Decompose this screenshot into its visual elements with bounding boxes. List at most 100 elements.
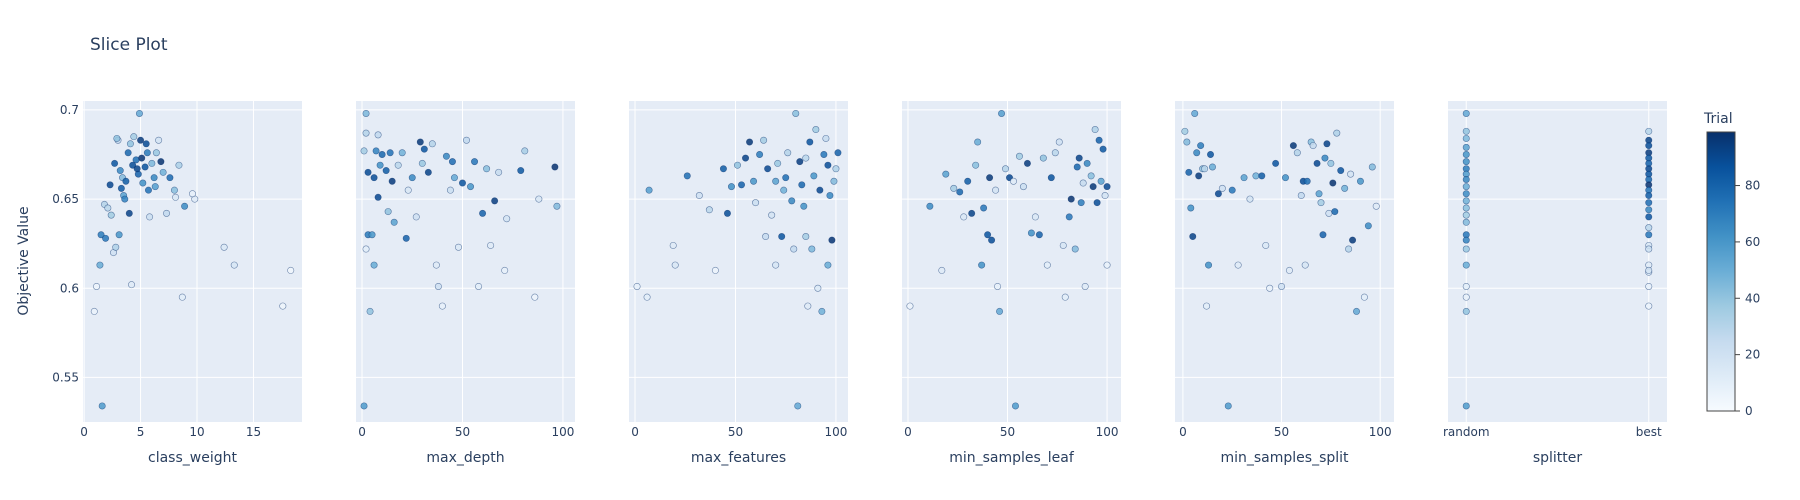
- data-point: [1462, 293, 1470, 301]
- x-tick-label: 100: [1369, 425, 1392, 439]
- data-point: [1321, 154, 1329, 162]
- x-tick-label: 100: [551, 425, 574, 439]
- data-point: [135, 109, 143, 117]
- data-point: [1349, 236, 1357, 244]
- data-point: [1191, 109, 1199, 117]
- y-axis-title: Objective Value: [16, 206, 32, 315]
- data-point: [372, 147, 380, 155]
- data-point: [1462, 218, 1470, 226]
- x-tick-label: 0: [904, 425, 912, 439]
- data-point: [139, 179, 147, 187]
- data-point: [189, 190, 197, 198]
- data-point: [138, 154, 146, 162]
- data-point: [788, 197, 796, 205]
- data-point: [1093, 199, 1101, 207]
- data-point: [802, 233, 810, 241]
- data-point: [1337, 167, 1345, 175]
- data-point: [1278, 282, 1286, 290]
- data-point: [279, 302, 287, 310]
- data-point: [738, 181, 746, 189]
- data-point: [1462, 190, 1470, 198]
- points-group: [90, 109, 295, 410]
- data-point: [1055, 138, 1063, 146]
- data-point: [125, 209, 133, 217]
- data-point: [362, 129, 370, 137]
- data-point: [148, 159, 156, 167]
- data-point: [671, 261, 679, 269]
- data-point: [1645, 142, 1653, 150]
- data-point: [964, 177, 972, 185]
- data-point: [1297, 192, 1305, 200]
- data-point: [1645, 206, 1653, 214]
- data-point: [111, 159, 119, 167]
- data-point: [926, 202, 934, 210]
- data-point: [1181, 127, 1189, 135]
- data-point: [695, 192, 703, 200]
- data-point: [130, 133, 138, 141]
- data-point: [166, 174, 174, 182]
- data-point: [1087, 172, 1095, 180]
- data-point: [1197, 142, 1205, 150]
- data-point: [370, 261, 378, 269]
- colorbar-title: Trial: [1703, 111, 1733, 127]
- data-point: [1325, 209, 1333, 217]
- data-point: [418, 159, 426, 167]
- data-point: [152, 149, 160, 157]
- data-point: [1083, 159, 1091, 167]
- x-tick-label: 5: [137, 425, 145, 439]
- panel-group: 0.55 0.6 0.65 0.7 0 5 10 15 class_weight 0 50 100 ma…: [52, 101, 1667, 466]
- data-point: [402, 234, 410, 242]
- data-point: [1462, 151, 1470, 159]
- data-point: [364, 168, 372, 176]
- data-point: [133, 165, 141, 173]
- data-point: [517, 167, 525, 175]
- data-point: [782, 174, 790, 182]
- data-point: [1289, 142, 1297, 150]
- data-point: [104, 204, 112, 212]
- data-point: [832, 165, 840, 173]
- colorbar-tick-label: 0: [1745, 404, 1753, 418]
- data-point: [1281, 174, 1289, 182]
- data-point: [1645, 231, 1653, 239]
- data-point: [974, 138, 982, 146]
- data-point: [1462, 143, 1470, 151]
- points-group: [1181, 109, 1380, 410]
- data-point: [495, 168, 503, 176]
- data-point: [1009, 177, 1017, 185]
- data-point: [93, 282, 101, 290]
- data-point: [756, 151, 764, 159]
- data-point: [1309, 142, 1317, 150]
- data-point: [1368, 163, 1376, 171]
- x-tick-label: 50: [455, 425, 470, 439]
- data-point: [834, 149, 842, 157]
- data-point: [1208, 163, 1216, 171]
- data-point: [521, 147, 529, 155]
- x-tick-label: 0: [1179, 425, 1187, 439]
- data-point: [394, 161, 402, 169]
- data-point: [366, 307, 374, 315]
- data-point: [1023, 159, 1031, 167]
- data-point: [752, 199, 760, 207]
- data-point: [220, 243, 228, 251]
- data-point: [1101, 192, 1109, 200]
- data-point: [157, 158, 165, 166]
- data-point: [1331, 208, 1339, 216]
- data-point: [112, 243, 120, 251]
- data-point: [463, 136, 471, 144]
- data-point: [446, 186, 454, 194]
- colorbar: Trial 0 20 40 60 80: [1703, 111, 1760, 418]
- data-point: [1303, 177, 1311, 185]
- data-point: [404, 186, 412, 194]
- data-point: [106, 181, 114, 189]
- data-point: [416, 138, 424, 146]
- data-point: [386, 149, 394, 157]
- data-point: [906, 302, 914, 310]
- data-point: [370, 174, 378, 182]
- x-tick-label: 0: [631, 425, 639, 439]
- data-point: [996, 307, 1004, 315]
- data-point: [428, 140, 436, 148]
- data-point: [1205, 261, 1213, 269]
- data-point: [117, 184, 125, 192]
- data-point: [719, 165, 727, 173]
- points-group: [633, 109, 842, 410]
